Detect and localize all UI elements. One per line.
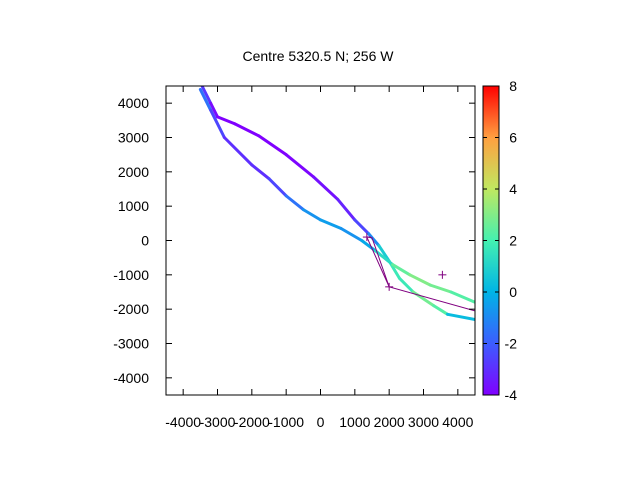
- x-tick-label: 3000: [408, 414, 439, 430]
- track-segment: [284, 153, 316, 179]
- x-axis: -4000-3000-2000-1000 0 1000 2000 3000 4000: [165, 86, 474, 430]
- track-segment: [446, 312, 475, 321]
- colorbar-tick-label: 8: [509, 78, 517, 94]
- track-segment: [432, 304, 450, 316]
- colorbar-tick-label: -4: [505, 387, 518, 403]
- x-tick-label: -1000: [268, 414, 304, 430]
- cross-marker: [362, 233, 371, 242]
- path-line: [366, 236, 390, 288]
- track-segment: [367, 232, 381, 248]
- marker-layer: [362, 233, 447, 291]
- track-segment: [250, 163, 271, 181]
- chart-title: Centre 5320.5 N; 256 W: [243, 48, 395, 64]
- y-tick-label: 2000: [118, 164, 149, 180]
- y-tick-label: 4000: [118, 95, 149, 111]
- track-segment: [373, 249, 395, 267]
- track-segment: [449, 290, 475, 304]
- cross-marker: [438, 270, 447, 279]
- track-segment: [284, 194, 305, 212]
- series-0: [200, 86, 475, 321]
- track-segment: [301, 208, 322, 222]
- colorbar-tick-label: -2: [505, 336, 518, 352]
- track-segment: [312, 175, 340, 201]
- track-segment: [353, 218, 371, 236]
- y-tick-label: -1000: [113, 267, 149, 283]
- x-tick-label: -3000: [200, 414, 236, 430]
- series-1: [198, 87, 475, 304]
- x-tick-label: 4000: [442, 414, 473, 430]
- colorbar-tick-label: 2: [509, 233, 517, 249]
- track-segment: [209, 101, 219, 119]
- colorbar-axis: -4 -2 0 2 4 6 8: [483, 78, 517, 403]
- track-segment: [198, 87, 213, 112]
- track-segment: [233, 122, 261, 138]
- y-tick-label: 0: [141, 233, 149, 249]
- y-tick-label: 1000: [118, 198, 149, 214]
- track-segment: [257, 134, 288, 157]
- y-tick-label: -4000: [113, 370, 149, 386]
- track-segment: [209, 108, 226, 139]
- track-segment: [397, 276, 415, 294]
- track-segment: [408, 273, 432, 287]
- colorbar-tick-label: 0: [509, 284, 517, 300]
- track-segment: [339, 226, 364, 242]
- x-tick-label: -4000: [165, 414, 201, 430]
- plot-frame: [165, 85, 476, 396]
- track-segment: [428, 283, 453, 294]
- y-tick-label: -3000: [113, 336, 149, 352]
- track-segment: [222, 136, 254, 167]
- y-tick-label: 3000: [118, 130, 149, 146]
- track-segment: [200, 86, 213, 105]
- x-tick-label: 0: [317, 414, 325, 430]
- x-tick-label: -2000: [234, 414, 270, 430]
- track-segment: [336, 197, 357, 222]
- track-segment: [216, 115, 237, 126]
- track-segment: [319, 218, 343, 230]
- track-segment: [267, 177, 288, 198]
- x-tick-label: 2000: [374, 414, 405, 430]
- y-tick-label: -2000: [113, 301, 149, 317]
- colorbar-tick-label: 4: [509, 181, 517, 197]
- x-tick-label: 1000: [339, 414, 370, 430]
- cross-marker: [385, 282, 394, 291]
- y-axis: -4000 -3000 -2000 -1000 0 1000 2000 3000 4000: [113, 95, 475, 386]
- data-layer: [198, 86, 475, 321]
- series-3: [366, 236, 390, 288]
- colorbar-tick-label: 6: [509, 130, 517, 146]
- track-segment: [360, 239, 377, 253]
- track-segment: [391, 263, 412, 277]
